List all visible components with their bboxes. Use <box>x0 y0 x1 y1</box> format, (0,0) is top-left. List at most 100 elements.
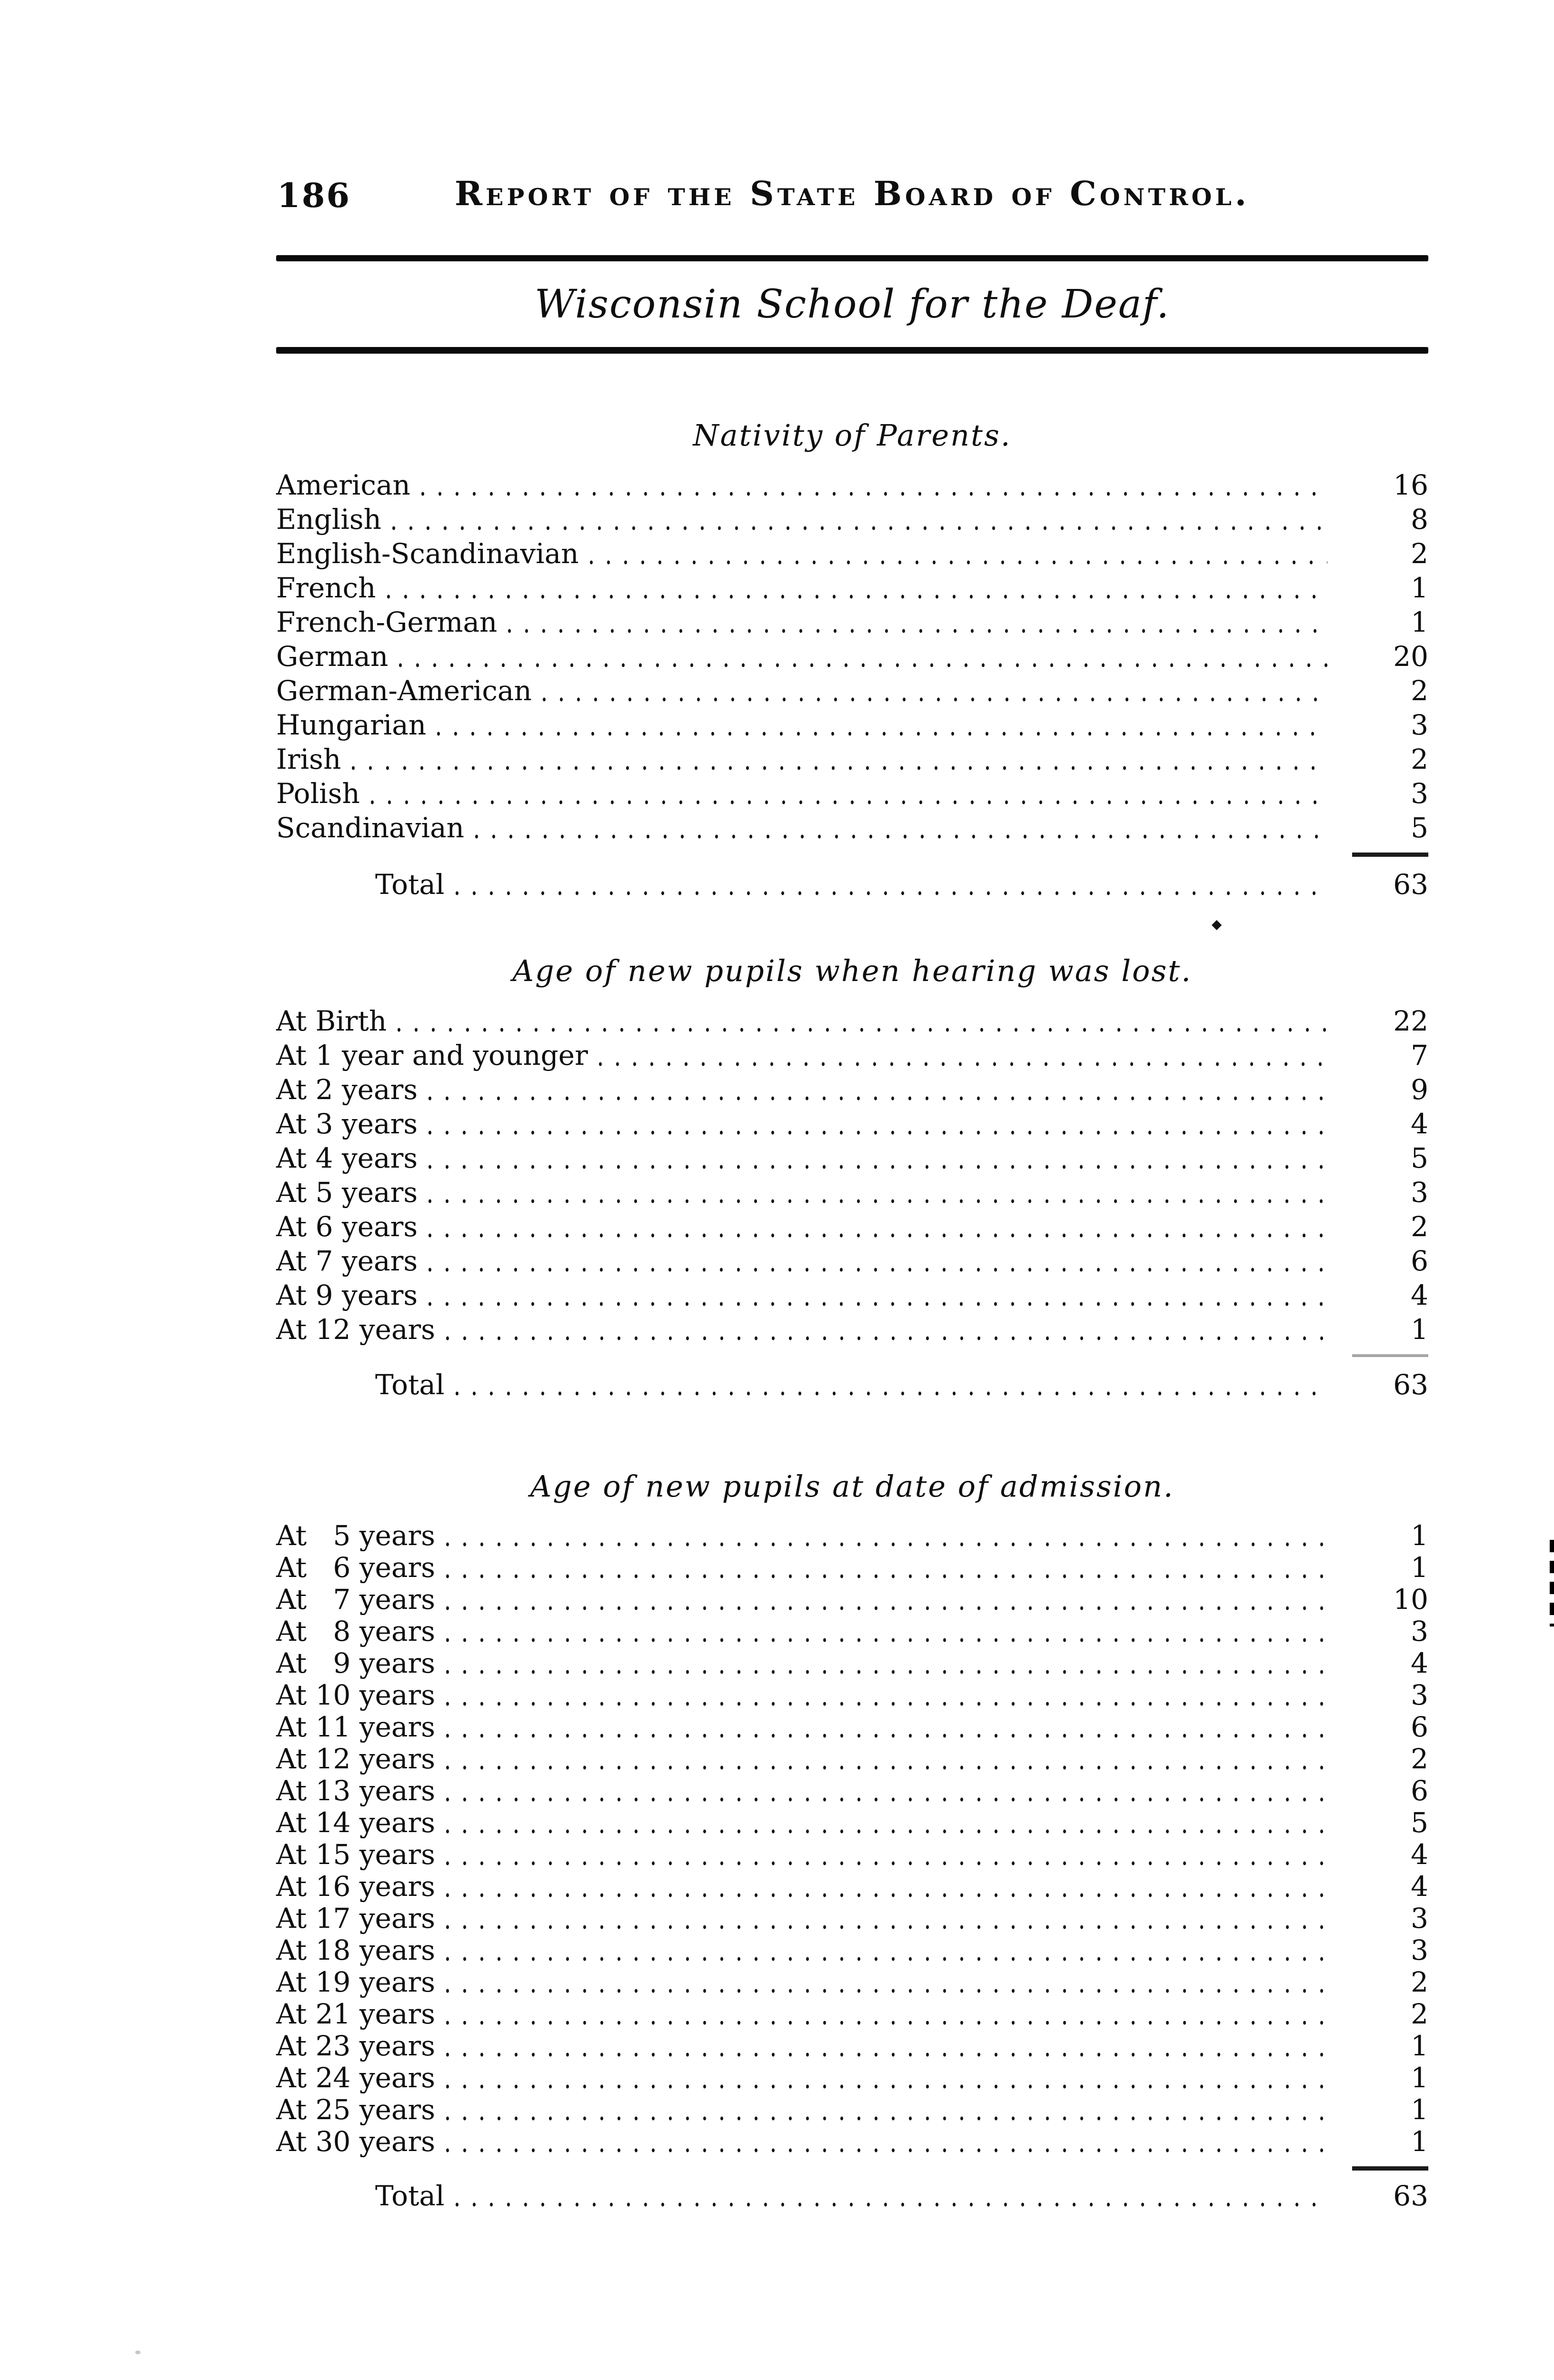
row-value: 1 <box>1411 1519 1428 1552</box>
dot-leader <box>541 696 1327 703</box>
dot-leader <box>445 1987 1327 1994</box>
row-value: 10 <box>1393 1583 1428 1616</box>
table-row: French-German 1 <box>276 602 1428 636</box>
row-value: 4 <box>1411 1838 1428 1871</box>
table-row: At 15 years 4 <box>276 1837 1428 1869</box>
total-rule <box>1352 1354 1428 1357</box>
dot-leader <box>445 1335 1327 1341</box>
row-label: At 1 year and younger <box>276 1039 588 1071</box>
dot-leader <box>445 1796 1327 1803</box>
dot-leader <box>445 2019 1327 2026</box>
table-row: At 13 years 6 <box>276 1773 1428 1805</box>
row-label: At 14 years <box>276 1806 436 1839</box>
row-value: 3 <box>1411 1615 1428 1647</box>
total-label: Total <box>375 1368 445 1401</box>
title-divider-rule <box>276 347 1428 354</box>
dot-leader <box>419 491 1327 497</box>
row-label: At 21 years <box>276 1997 436 2030</box>
row-label: At 12 years <box>276 1313 436 1346</box>
table-row: At 30 years 1 <box>276 2124 1428 2156</box>
row-value: 1 <box>1411 2061 1428 2094</box>
table-row: At 1 year and younger 7 <box>276 1035 1428 1070</box>
dot-leader <box>445 1636 1327 1643</box>
dot-leader <box>445 1573 1327 1579</box>
row-value: 3 <box>1411 1902 1428 1934</box>
row-label: French <box>276 572 376 605</box>
table-row: At 10 years 3 <box>276 1677 1428 1709</box>
row-label: At 23 years <box>276 2029 436 2062</box>
total-row: Total 63 <box>276 1365 1428 1399</box>
masthead: 186 Report of the State Board of Control… <box>276 175 1428 216</box>
dot-leader <box>445 1955 1327 1962</box>
page-number: 186 <box>277 176 351 215</box>
dot-leader <box>454 890 1327 897</box>
table-row: At Birth 22 <box>276 1001 1428 1035</box>
row-value: 2 <box>1411 1742 1428 1775</box>
table-row: Irish 2 <box>276 739 1428 774</box>
table-row: Polish 3 <box>276 774 1428 808</box>
row-label: At 12 years <box>276 1742 436 1775</box>
row-label: At 9 years <box>276 1646 436 1679</box>
row-value: 1 <box>1411 606 1428 639</box>
section-admission: Age of new pupils at date of admission. … <box>276 1470 1428 2210</box>
row-label: At 24 years <box>276 2061 436 2094</box>
dot-leader <box>427 1300 1327 1307</box>
row-label: At 30 years <box>276 2125 436 2158</box>
dot-leader <box>445 1700 1327 1707</box>
table-row: English 8 <box>276 499 1428 534</box>
total-value: 63 <box>1393 1368 1428 1401</box>
dot-leader <box>445 2115 1327 2122</box>
row-label: At 3 years <box>276 1107 418 1140</box>
dot-leader <box>454 2201 1327 2208</box>
dot-leader <box>445 1764 1327 1771</box>
table-row: At 14 years 5 <box>276 1805 1428 1837</box>
row-value: 1 <box>1411 2125 1428 2158</box>
row-label: Scandinavian <box>276 812 465 844</box>
row-value: 3 <box>1411 1934 1428 1966</box>
row-value: 16 <box>1393 469 1428 502</box>
dot-leader <box>445 1924 1327 1930</box>
row-value: 5 <box>1411 1141 1428 1174</box>
table-row: At 25 years 1 <box>276 2092 1428 2124</box>
dot-leader <box>445 1541 1327 1547</box>
row-label: Polish <box>276 777 360 810</box>
table-row: At 5 years 1 <box>276 1518 1428 1550</box>
row-value: 5 <box>1411 1806 1428 1839</box>
row-value: 4 <box>1411 1646 1428 1679</box>
row-label: At 15 years <box>276 1838 436 1871</box>
dot-leader <box>445 2083 1327 2090</box>
scan-artifact-edge-dashes <box>1550 1540 1554 1626</box>
table-row: Hungarian 3 <box>276 705 1428 739</box>
total-row: Total 63 <box>276 2178 1428 2210</box>
dot-leader <box>454 1390 1327 1397</box>
section-hearing-lost: Age of new pupils when hearing was lost.… <box>276 955 1428 1398</box>
dot-leader <box>427 1266 1327 1273</box>
row-value: 22 <box>1393 1004 1428 1037</box>
row-value: 3 <box>1411 777 1428 810</box>
dot-leader <box>385 594 1327 600</box>
table-rows: At Birth 22 At 1 year and younger 7 At 2… <box>276 1001 1428 1344</box>
table-row: At 7 years 6 <box>276 1241 1428 1275</box>
section-heading: Age of new pupils when hearing was lost. <box>512 953 1192 989</box>
row-value: 3 <box>1411 1176 1428 1209</box>
dot-leader <box>445 2147 1327 2153</box>
row-label: At 7 years <box>276 1583 436 1616</box>
table-row: At 23 years 1 <box>276 2028 1428 2060</box>
table-row: At 9 years 4 <box>276 1275 1428 1309</box>
row-value: 8 <box>1411 503 1428 536</box>
table-row: French 1 <box>276 568 1428 602</box>
row-value: 1 <box>1411 572 1428 605</box>
table-row: American 16 <box>276 465 1428 499</box>
total-row: Total 63 <box>276 864 1428 899</box>
row-value: 6 <box>1411 1774 1428 1807</box>
total-value: 63 <box>1393 2179 1428 2212</box>
dot-leader <box>445 1828 1327 1835</box>
dot-leader <box>369 799 1327 806</box>
table-row: English-Scandinavian 2 <box>276 534 1428 568</box>
row-label: At 11 years <box>276 1710 436 1743</box>
row-label: French-German <box>276 606 498 639</box>
row-label: At 25 years <box>276 2093 436 2126</box>
table-row: At 5 years 3 <box>276 1172 1428 1207</box>
row-value: 9 <box>1411 1073 1428 1106</box>
row-label: At 2 years <box>276 1073 418 1106</box>
